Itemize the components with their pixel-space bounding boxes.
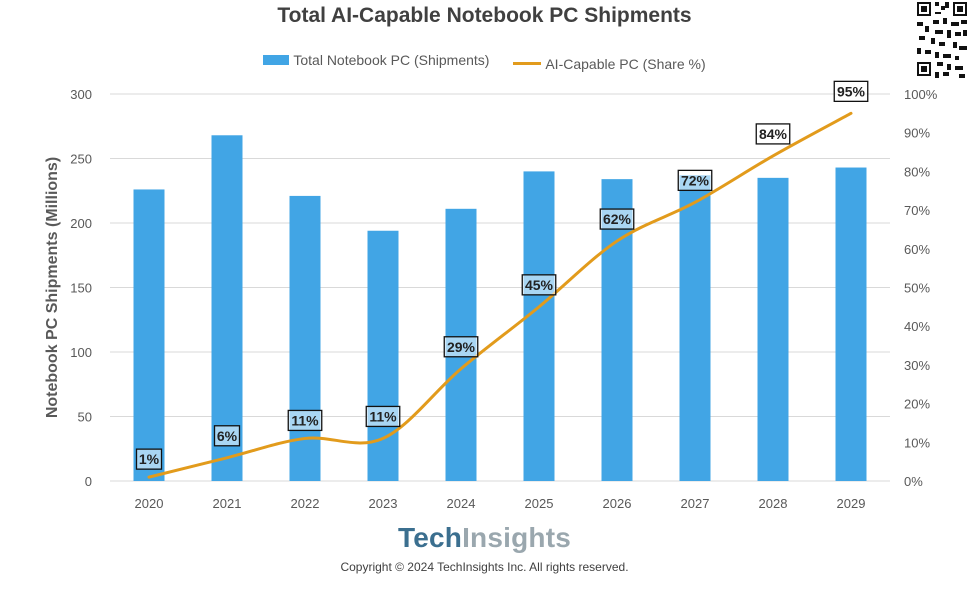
x-tick-label: 2024 bbox=[447, 496, 476, 511]
brand-logo: TechInsights bbox=[0, 522, 969, 554]
bar bbox=[367, 230, 399, 481]
data-label: 11% bbox=[369, 408, 397, 424]
legend-line-swatch bbox=[513, 62, 542, 65]
y-tick-label: 200 bbox=[70, 216, 92, 231]
y2-tick-label: 20% bbox=[904, 397, 930, 412]
data-label-box bbox=[287, 409, 323, 432]
bar bbox=[679, 175, 711, 481]
data-label-box bbox=[677, 169, 713, 192]
x-tick-label: 2021 bbox=[213, 496, 242, 511]
legend-label-line: AI-Capable PC (Share %) bbox=[545, 55, 706, 72]
x-tick-label: 2029 bbox=[837, 496, 866, 511]
y2-tick-label: 50% bbox=[904, 281, 930, 296]
y-tick-label: 250 bbox=[70, 152, 92, 167]
data-label: 84% bbox=[759, 126, 788, 142]
y-tick-label: 300 bbox=[70, 87, 92, 102]
y2-tick-label: 100% bbox=[904, 87, 938, 102]
data-label: 62% bbox=[603, 211, 632, 227]
share-line bbox=[147, 111, 853, 479]
legend-bar-swatch bbox=[263, 55, 290, 65]
bar bbox=[289, 195, 321, 481]
data-label: 6% bbox=[217, 428, 238, 444]
x-tick-label: 2027 bbox=[681, 496, 710, 511]
legend-item-line: AI-Capable PC (Share %) bbox=[513, 55, 706, 72]
data-label: 29% bbox=[447, 339, 476, 355]
y-tick-label: 150 bbox=[70, 281, 92, 296]
y2-tick-label: 40% bbox=[904, 319, 930, 334]
data-label: 72% bbox=[681, 172, 710, 188]
y-tick-label: 100 bbox=[70, 345, 92, 360]
data-label-box bbox=[833, 80, 869, 102]
bar bbox=[211, 135, 243, 481]
y2-tick-label: 70% bbox=[904, 203, 930, 218]
x-tick-label: 2028 bbox=[759, 496, 788, 511]
bar bbox=[835, 167, 867, 481]
bar bbox=[523, 171, 555, 481]
chart-title: Total AI-Capable Notebook PC Shipments bbox=[277, 4, 692, 27]
data-label-box bbox=[443, 336, 479, 358]
y-axis-title: Notebook PC Shipments (Millions) bbox=[44, 157, 61, 418]
copyright-notice: Copyright © 2024 TechInsights Inc. All r… bbox=[340, 560, 629, 574]
data-label: 11% bbox=[291, 412, 319, 428]
x-tick-label: 2020 bbox=[135, 496, 164, 511]
y-tick-label: 0 bbox=[85, 474, 92, 489]
y2-tick-label: 60% bbox=[904, 242, 930, 257]
x-tick-label: 2026 bbox=[603, 496, 632, 511]
data-label-box bbox=[365, 405, 401, 428]
x-tick-label: 2023 bbox=[369, 496, 398, 511]
legend-item-bars: Total Notebook PC (Shipments) bbox=[263, 52, 489, 68]
data-label-box bbox=[135, 448, 163, 470]
data-label-box bbox=[213, 425, 241, 447]
brand-logo-part2: Insights bbox=[462, 522, 572, 553]
bar bbox=[133, 189, 165, 481]
y2-tick-label: 80% bbox=[904, 164, 930, 179]
y2-tick-label: 0% bbox=[904, 474, 923, 489]
legend-label-bars: Total Notebook PC (Shipments) bbox=[293, 52, 490, 68]
legend: Total Notebook PC (Shipments) AI-Capable… bbox=[0, 52, 969, 72]
data-label: 1% bbox=[139, 451, 160, 467]
brand-logo-part1: Tech bbox=[397, 522, 463, 553]
bar bbox=[757, 177, 789, 481]
data-label: 95% bbox=[837, 83, 866, 99]
y2-tick-label: 30% bbox=[904, 358, 930, 373]
y-tick-label: 50 bbox=[78, 410, 92, 425]
x-tick-label: 2022 bbox=[291, 496, 320, 511]
data-label-box bbox=[521, 274, 557, 296]
data-label-box bbox=[755, 123, 791, 145]
x-tick-label: 2025 bbox=[525, 496, 554, 511]
data-label-box bbox=[599, 208, 635, 230]
y2-tick-label: 90% bbox=[904, 126, 930, 141]
qr-code-icon bbox=[915, 0, 969, 80]
y2-tick-label: 10% bbox=[904, 435, 930, 450]
data-label: 45% bbox=[525, 277, 554, 293]
